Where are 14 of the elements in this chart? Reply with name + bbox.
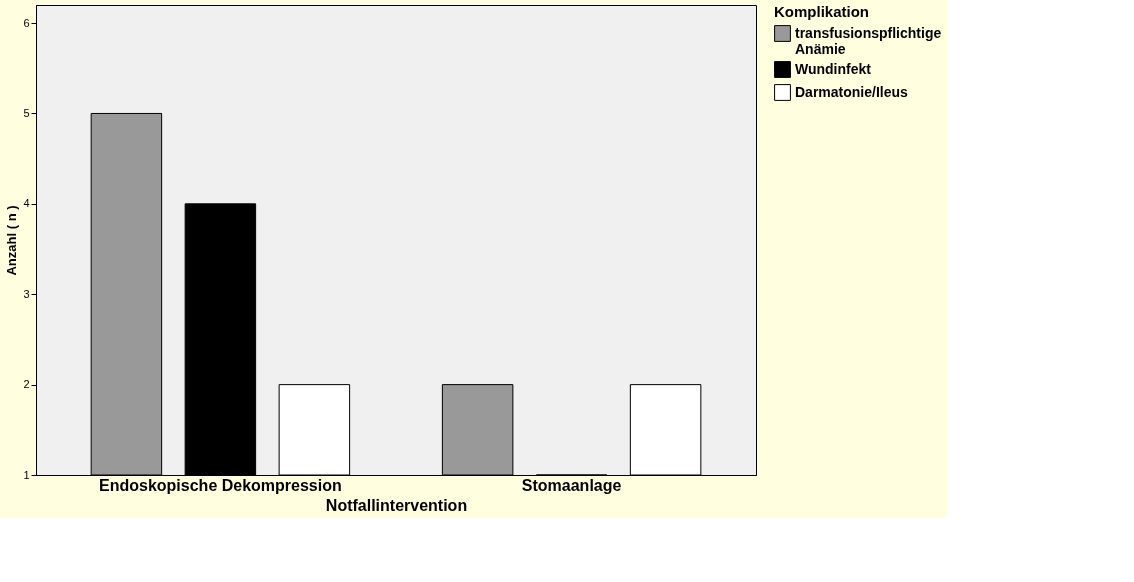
y-tick-label: 3 bbox=[23, 287, 30, 300]
y-axis-title: Anzahl ( n ) bbox=[4, 205, 20, 276]
x-tick-label: Stomaanlage bbox=[521, 476, 622, 494]
y-tick-label: 1 bbox=[23, 468, 30, 481]
legend-label: Wundinfekt bbox=[795, 60, 872, 77]
x-tick-label: Endoskopische Dekompression bbox=[99, 476, 342, 494]
y-tick-label: 2 bbox=[23, 378, 30, 391]
y-tick-label: 4 bbox=[23, 197, 30, 210]
x-axis-title: Notfallintervention bbox=[325, 496, 468, 514]
y-tick-label: 6 bbox=[23, 16, 30, 29]
y-tick-label: 5 bbox=[23, 106, 30, 119]
legend-title: Komplikation bbox=[774, 3, 870, 20]
legend-label: transfusionspflichtige Anämie bbox=[795, 24, 942, 57]
legend-label: Darmatonie/Ileus bbox=[795, 83, 909, 100]
